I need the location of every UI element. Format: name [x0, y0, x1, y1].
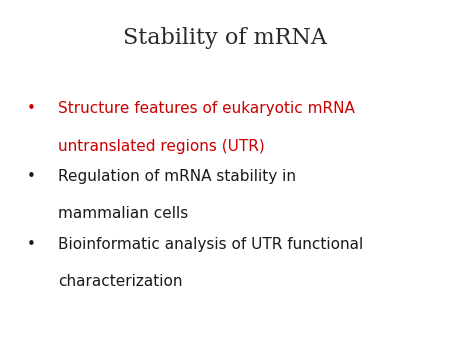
Text: Bioinformatic analysis of UTR functional: Bioinformatic analysis of UTR functional	[58, 237, 364, 251]
Text: characterization: characterization	[58, 274, 183, 289]
Text: Stability of mRNA: Stability of mRNA	[123, 27, 327, 49]
Text: •: •	[27, 101, 36, 116]
Text: Structure features of eukaryotic mRNA: Structure features of eukaryotic mRNA	[58, 101, 356, 116]
Text: mammalian cells: mammalian cells	[58, 206, 189, 221]
Text: untranslated regions (UTR): untranslated regions (UTR)	[58, 139, 265, 153]
Text: •: •	[27, 169, 36, 184]
Text: •: •	[27, 237, 36, 251]
Text: Regulation of mRNA stability in: Regulation of mRNA stability in	[58, 169, 297, 184]
